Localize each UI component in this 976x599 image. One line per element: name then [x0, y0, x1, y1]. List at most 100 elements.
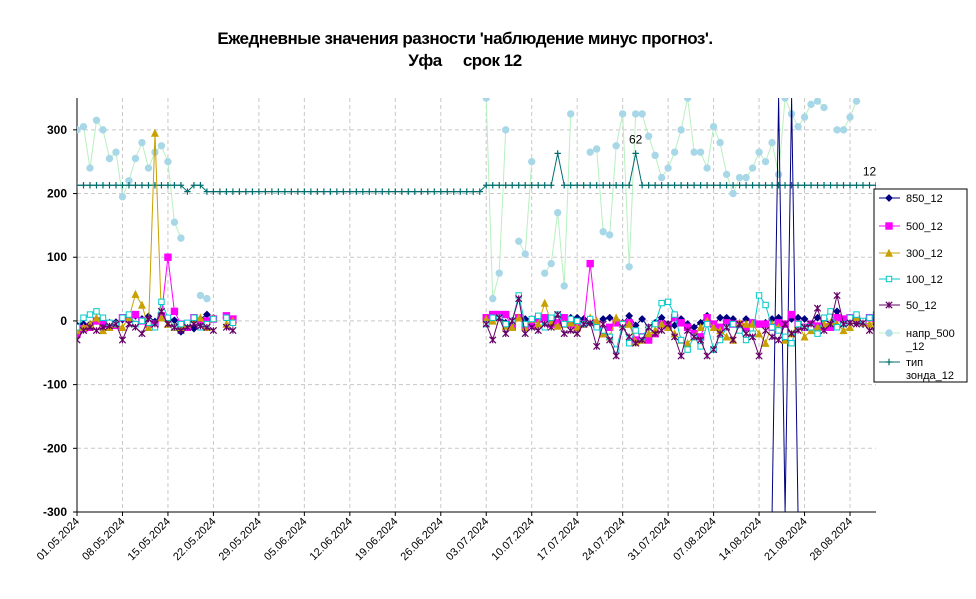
data-point	[196, 322, 205, 330]
legend-label: 300_12	[906, 248, 943, 260]
data-point	[144, 322, 153, 331]
data-point	[762, 301, 769, 309]
data-point	[489, 182, 496, 189]
data-point	[749, 182, 756, 189]
data-point	[495, 269, 503, 277]
data-point	[209, 326, 218, 335]
data-point	[560, 182, 568, 189]
y-tick-label: 0	[60, 314, 67, 328]
data-point	[190, 324, 198, 333]
data-point	[645, 323, 653, 331]
data-point	[677, 126, 685, 134]
data-point	[592, 145, 601, 153]
data-point	[846, 182, 854, 189]
data-point	[86, 323, 94, 331]
legend-item: 300_12	[879, 248, 943, 260]
data-point	[203, 294, 211, 303]
data-point	[223, 188, 230, 195]
data-point	[118, 336, 127, 344]
data-point	[742, 319, 751, 328]
chart-title-line2: Уфа срок 12	[408, 51, 522, 70]
data-point	[775, 182, 782, 189]
data-point	[190, 320, 198, 328]
legend-swatch-marker	[885, 329, 893, 337]
data-point	[671, 333, 679, 341]
data-point	[553, 321, 562, 330]
data-point	[807, 100, 815, 109]
data-point	[554, 150, 561, 157]
data-point	[866, 314, 873, 321]
data-point	[567, 182, 574, 189]
data-point	[229, 188, 237, 195]
data-point	[184, 188, 191, 195]
data-point	[275, 188, 282, 195]
data-point	[664, 298, 672, 306]
data-point	[157, 307, 166, 315]
data-point	[79, 326, 88, 335]
data-point	[112, 320, 120, 328]
data-point	[632, 327, 639, 334]
data-point	[586, 259, 594, 268]
data-point	[787, 330, 796, 338]
data-point	[424, 188, 431, 195]
data-point	[566, 318, 575, 327]
data-point	[158, 182, 165, 189]
y-tick-label: -100	[43, 378, 67, 392]
data-point	[508, 322, 517, 331]
data-point	[262, 188, 269, 195]
data-point	[177, 182, 185, 189]
legend-swatch-marker	[884, 248, 894, 257]
data-point	[138, 317, 146, 325]
data-point	[677, 336, 685, 344]
data-point	[671, 182, 678, 189]
data-point	[196, 313, 205, 322]
data-point	[761, 320, 770, 328]
data-point	[560, 282, 568, 290]
data-point	[392, 188, 399, 195]
data-point	[625, 333, 633, 341]
data-point	[99, 314, 107, 321]
series-line	[771, 98, 799, 512]
data-point	[476, 188, 483, 195]
data-point	[222, 323, 231, 331]
data-point	[144, 315, 153, 323]
data-point	[86, 311, 94, 318]
data-point	[748, 164, 757, 172]
data-point	[138, 182, 146, 189]
data-point	[540, 298, 549, 307]
data-point	[125, 182, 133, 189]
chart-title-line1: Ежедневные значения разности 'наблюдение…	[217, 29, 713, 48]
data-point	[547, 259, 555, 268]
data-point	[768, 138, 776, 147]
data-point	[99, 182, 107, 189]
data-point	[137, 300, 146, 309]
data-point	[859, 319, 867, 327]
legend-label-cont: зонда_12	[906, 370, 954, 382]
x-tick-label: 05.06.2024	[262, 516, 309, 563]
data-point	[210, 315, 217, 323]
data-point	[515, 182, 522, 189]
data-point	[482, 320, 490, 328]
data-point	[696, 148, 705, 156]
data-point	[548, 182, 555, 189]
data-point	[657, 173, 666, 182]
x-tick-label: 10.07.2024	[489, 516, 536, 563]
data-point	[742, 336, 750, 344]
data-point	[644, 329, 653, 338]
chart-title: Ежедневные значения разности 'наблюдение…	[0, 28, 930, 72]
x-tick-label: 17.07.2024	[535, 516, 582, 563]
data-point	[502, 182, 509, 189]
data-point	[514, 313, 523, 322]
data-point	[534, 326, 542, 335]
data-point	[164, 320, 172, 328]
data-point	[632, 339, 640, 347]
data-point	[800, 113, 809, 121]
data-point	[631, 110, 640, 118]
data-point	[625, 182, 633, 189]
data-point	[131, 154, 140, 163]
data-point	[638, 110, 646, 118]
data-point	[463, 188, 470, 195]
data-point	[761, 338, 770, 347]
data-point	[170, 218, 179, 226]
data-point	[515, 237, 523, 246]
